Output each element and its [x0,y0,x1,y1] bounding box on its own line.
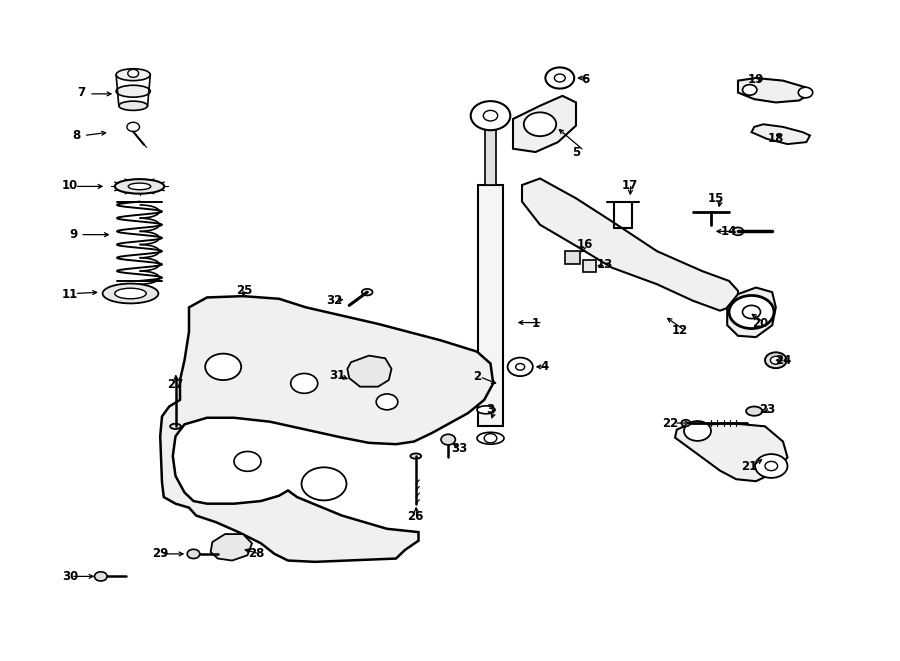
Circle shape [471,101,510,130]
Text: 2: 2 [472,370,482,383]
Text: 3: 3 [486,403,495,416]
Circle shape [770,356,781,364]
Polygon shape [727,288,776,337]
FancyBboxPatch shape [478,185,503,426]
Text: 10: 10 [62,178,78,192]
FancyBboxPatch shape [565,251,580,264]
Text: 16: 16 [577,238,593,251]
Ellipse shape [170,424,181,429]
Circle shape [516,364,525,370]
Text: 11: 11 [62,288,78,301]
Polygon shape [347,356,392,387]
Ellipse shape [681,420,690,426]
Text: 1: 1 [531,317,540,330]
Text: 21: 21 [741,459,757,473]
Text: 25: 25 [237,284,253,297]
Text: 30: 30 [62,570,78,583]
Polygon shape [513,96,576,152]
Polygon shape [738,78,810,102]
Ellipse shape [477,432,504,444]
Text: 19: 19 [748,73,764,86]
Ellipse shape [733,227,743,235]
Circle shape [798,87,813,98]
Ellipse shape [115,288,146,299]
Text: 24: 24 [775,354,791,367]
Text: 22: 22 [662,416,679,430]
Text: 7: 7 [76,86,86,99]
Text: 27: 27 [167,378,184,391]
Ellipse shape [746,407,762,416]
Polygon shape [160,296,493,562]
Text: 12: 12 [671,324,688,337]
Ellipse shape [103,284,158,303]
Polygon shape [211,534,252,561]
Circle shape [684,421,711,441]
Circle shape [234,451,261,471]
Circle shape [205,354,241,380]
Text: 8: 8 [72,129,81,142]
Circle shape [554,74,565,82]
Text: 23: 23 [759,403,775,416]
Circle shape [742,305,760,319]
Text: 28: 28 [248,547,265,560]
Circle shape [483,110,498,121]
Ellipse shape [477,406,495,414]
Text: 29: 29 [152,547,168,561]
Text: 6: 6 [580,73,590,86]
Circle shape [545,67,574,89]
Circle shape [94,572,107,581]
Circle shape [742,85,757,95]
Circle shape [524,112,556,136]
Text: 17: 17 [622,178,638,192]
Circle shape [127,122,140,132]
Text: 31: 31 [329,369,346,382]
Polygon shape [522,178,738,311]
Text: 33: 33 [451,442,467,455]
Circle shape [291,373,318,393]
Circle shape [765,352,787,368]
Circle shape [187,549,200,559]
Text: 20: 20 [752,317,769,330]
Polygon shape [675,423,788,481]
Text: 14: 14 [721,225,737,238]
Circle shape [441,434,455,445]
Ellipse shape [116,85,150,97]
FancyBboxPatch shape [583,260,596,272]
Circle shape [765,461,778,471]
Text: 15: 15 [707,192,724,205]
Circle shape [508,358,533,376]
Ellipse shape [119,101,148,110]
Polygon shape [752,124,810,144]
Text: 18: 18 [768,132,784,145]
Circle shape [755,454,788,478]
Ellipse shape [116,69,150,81]
Ellipse shape [128,183,151,190]
FancyBboxPatch shape [485,119,496,185]
Ellipse shape [115,179,164,194]
Text: 9: 9 [69,228,78,241]
Ellipse shape [362,289,373,295]
Text: 13: 13 [597,258,613,271]
Text: 5: 5 [572,145,580,159]
Text: 32: 32 [327,294,343,307]
Circle shape [302,467,346,500]
Circle shape [128,69,139,77]
Ellipse shape [410,453,421,459]
Text: 4: 4 [540,360,549,373]
Circle shape [484,434,497,443]
Circle shape [376,394,398,410]
Text: 26: 26 [408,510,424,524]
Circle shape [729,295,774,329]
